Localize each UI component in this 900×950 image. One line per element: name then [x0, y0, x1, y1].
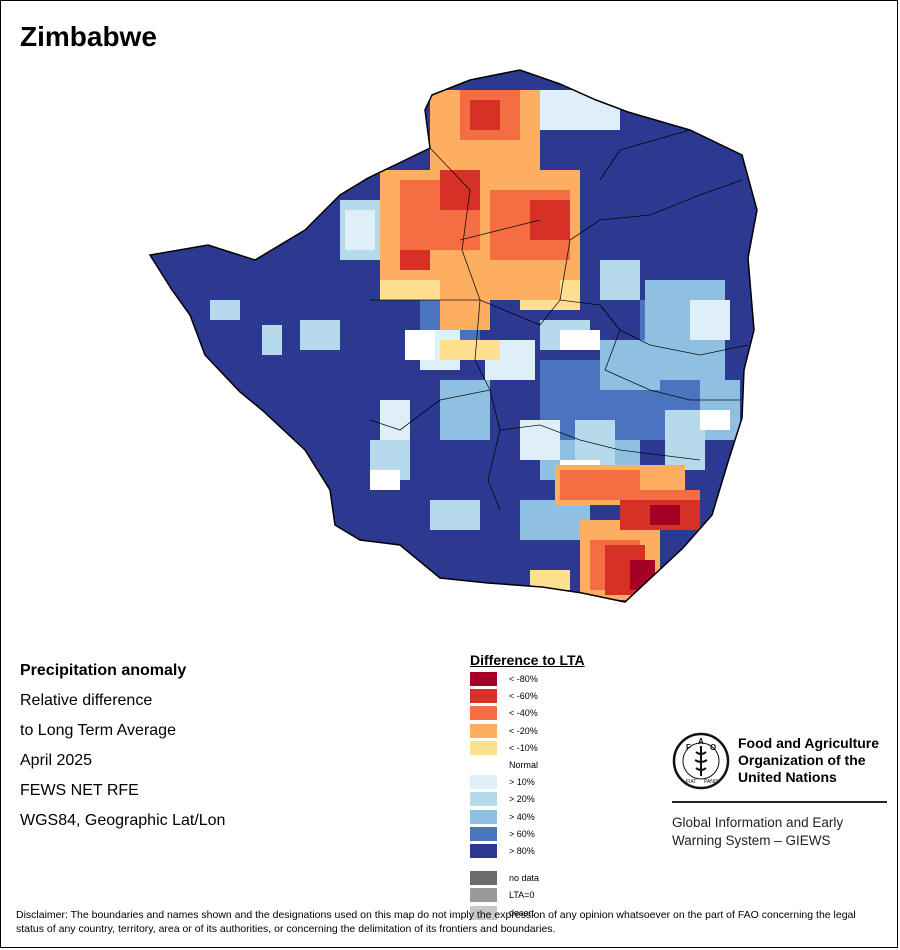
legend-swatch: [470, 723, 497, 738]
info-description-1: Relative difference: [20, 692, 153, 709]
legend-special-item: desert: [470, 905, 660, 920]
legend-item: > 60%: [470, 826, 660, 841]
fao-divider: [672, 801, 887, 803]
legend-swatch: [470, 792, 497, 807]
legend-swatch: [470, 706, 497, 721]
legend-label: < -10%: [509, 742, 538, 753]
disclaimer: Disclaimer: The boundaries and names sho…: [16, 909, 856, 935]
legend-item: < -80%: [470, 672, 660, 686]
legend-special-label: LTA=0: [509, 890, 535, 901]
legend-swatch: [470, 672, 497, 686]
legend-item: < -10%: [470, 740, 660, 755]
legend-swatch: [470, 844, 497, 858]
legend-swatch: [470, 775, 497, 790]
map-title: Zimbabwe: [20, 21, 157, 52]
legend-swatch: [470, 740, 497, 755]
map-area: [149, 69, 758, 603]
legend: Difference to LTA < -80% < -60% < -40% < -2…: [470, 652, 670, 920]
info-projection: WGS84, Geographic Lat/Lon: [20, 812, 226, 829]
legend-item: < -60%: [470, 689, 660, 704]
svg-text:O: O: [710, 743, 716, 752]
fao-block: F A O FIAT PANIS Food and Agriculture Or…: [672, 732, 892, 852]
legend-special-swatch: [470, 905, 497, 920]
legend-label: > 20%: [509, 794, 535, 805]
legend-label: Normal: [509, 760, 539, 770]
svg-text:A: A: [698, 737, 704, 746]
legend-item: > 40%: [470, 809, 660, 824]
precipitation-raster: [150, 70, 757, 602]
legend-item: > 20%: [470, 792, 660, 807]
zimbabwe-map: [149, 69, 758, 603]
legend-swatch: [470, 826, 497, 841]
giews-subtitle: Global Information and Early Warning Sys…: [672, 815, 844, 848]
legend-label: > 10%: [509, 777, 535, 788]
legend-label: > 80%: [509, 846, 535, 856]
province-boundaries: [369, 129, 749, 511]
legend-item: Normal: [470, 758, 660, 772]
fao-name: Food and Agriculture Organization of the…: [738, 735, 880, 785]
legend-label: > 40%: [509, 811, 535, 822]
info-period: April 2025: [20, 752, 93, 769]
legend-item: > 10%: [470, 775, 660, 790]
legend-swatch: [470, 689, 497, 704]
legend-item: < -40%: [470, 706, 660, 721]
legend-special-swatch: [470, 888, 497, 903]
info-variable: Precipitation anomaly: [20, 662, 187, 679]
legend-item: < -20%: [470, 723, 660, 738]
legend-label: < -40%: [509, 708, 538, 719]
map-info: Precipitation anomaly Relative differenc…: [20, 656, 225, 836]
info-description-2: to Long Term Average: [20, 722, 176, 739]
legend-title: Difference to LTA: [470, 652, 585, 668]
legend-special-item: LTA=0: [470, 888, 660, 903]
svg-text:F: F: [686, 743, 691, 752]
legend-label: < -60%: [509, 691, 538, 702]
legend-special-swatch: [470, 871, 497, 886]
legend-swatch: [470, 758, 497, 772]
legend-swatch: [470, 809, 497, 824]
svg-text:PANIS: PANIS: [704, 779, 719, 785]
legend-label: > 60%: [509, 828, 535, 839]
info-source: FEWS NET RFE: [20, 782, 139, 799]
legend-special-item: no data: [470, 871, 660, 886]
legend-label: < -20%: [509, 725, 538, 736]
legend-label: < -80%: [509, 674, 538, 684]
legend-item: > 80%: [470, 844, 660, 858]
svg-text:FIAT: FIAT: [686, 779, 696, 785]
legend-special-label: no data: [509, 873, 540, 884]
legend-special-label: desert: [509, 907, 535, 918]
fao-logo-icon: F A O FIAT PANIS: [672, 732, 730, 790]
